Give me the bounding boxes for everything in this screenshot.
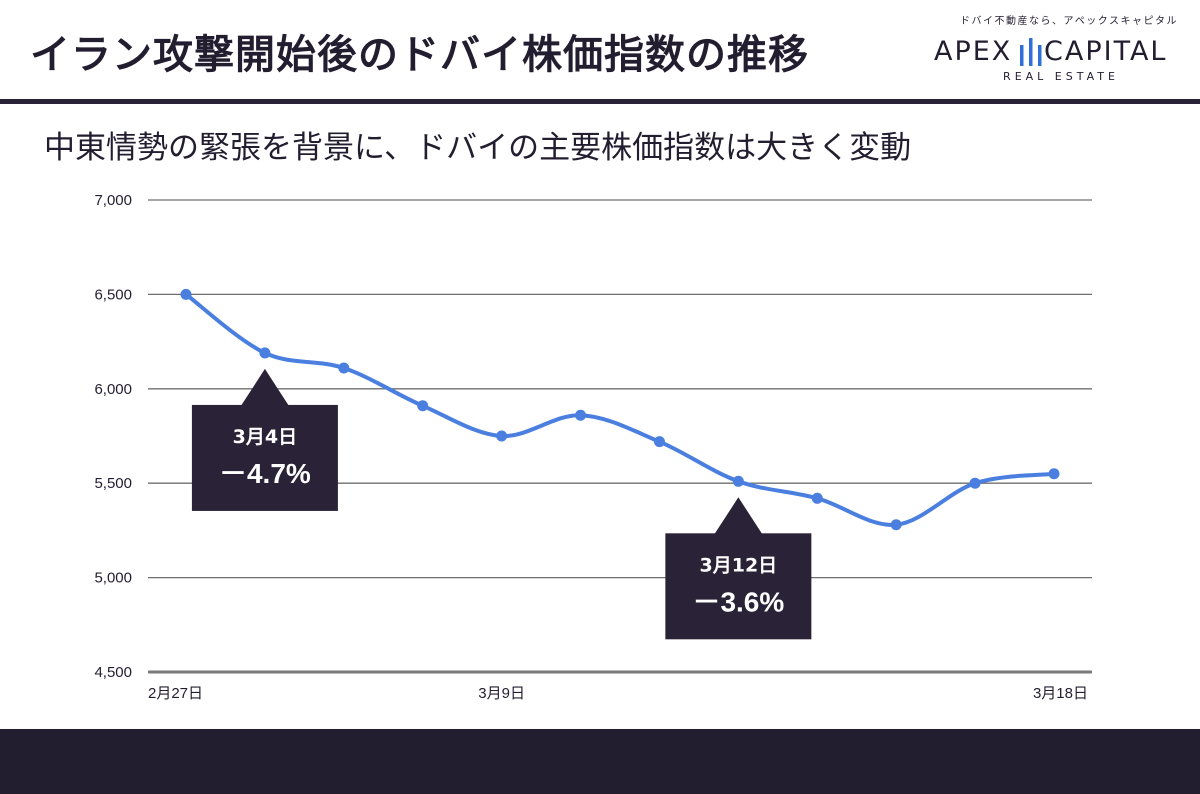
callout: 3月12日 －3.6% — [665, 497, 812, 640]
data-point — [890, 519, 902, 531]
building-bars-icon — [1020, 38, 1042, 66]
header-divider — [0, 99, 1200, 104]
data-point — [575, 409, 587, 421]
callout-pointer — [240, 368, 289, 406]
y-tick-label: 6,000 — [94, 381, 132, 398]
x-tick-label: 2月27日 — [148, 685, 203, 702]
page-title: イラン攻撃開始後のドバイ株価指数の推移 — [30, 32, 809, 78]
callout-box — [665, 533, 812, 640]
logo-name-left: APEX — [934, 36, 1013, 67]
callout-box — [191, 404, 338, 511]
logo: APEX CAPITAL — [930, 34, 1180, 70]
callout-date-label: 3月4日 — [233, 426, 297, 448]
chart-subtitle: 中東情勢の緊張を背景に、ドバイの主要株価指数は大きく変動 — [44, 130, 912, 166]
header: イラン攻撃開始後のドバイ株価指数の推移 ドバイ不動産なら、アペックスキャピタル … — [0, 0, 1200, 100]
callouts: 3月4日 －4.7% 3月12日 －3.6% — [191, 368, 812, 640]
callout-change-label: －4.7% — [219, 458, 311, 489]
data-point — [338, 362, 350, 374]
data-point — [969, 477, 981, 489]
y-tick-label: 6,500 — [94, 286, 132, 303]
data-point — [180, 288, 192, 300]
y-tick-label: 5,500 — [94, 475, 132, 492]
data-point — [417, 400, 429, 412]
data-points — [180, 288, 1060, 531]
y-tick-label: 5,000 — [94, 570, 132, 587]
logo-tagline: ドバイ不動産なら、アペックスキャピタル — [960, 16, 1178, 27]
y-tick-label: 7,000 — [94, 192, 132, 209]
data-point — [1048, 468, 1060, 480]
y-tick-label: 4,500 — [94, 664, 132, 681]
data-point — [496, 430, 508, 442]
callout-pointer — [714, 497, 763, 535]
x-tick-label: 3月9日 — [478, 685, 525, 702]
line-chart: 7,000 6,500 6,000 5,500 5,000 4,500 2月27日 3月9日… — [94, 192, 1092, 702]
data-point — [732, 475, 744, 487]
x-tick-label: 3月18日 — [1033, 685, 1088, 702]
footer-band — [0, 729, 1200, 794]
callout: 3月4日 －4.7% — [191, 368, 338, 511]
logo-subtitle: REAL ESTATE — [1003, 70, 1119, 83]
x-axis-ticks: 2月27日 3月9日 3月18日 — [148, 685, 1088, 702]
logo-name-right: CAPITAL — [1044, 36, 1168, 67]
callout-change-label: －3.6% — [692, 586, 784, 617]
callout-date-label: 3月12日 — [700, 554, 778, 576]
data-point — [811, 492, 823, 504]
data-point — [653, 436, 665, 448]
data-point — [259, 347, 271, 359]
y-axis-ticks: 7,000 6,500 6,000 5,500 5,000 4,500 — [94, 192, 132, 681]
